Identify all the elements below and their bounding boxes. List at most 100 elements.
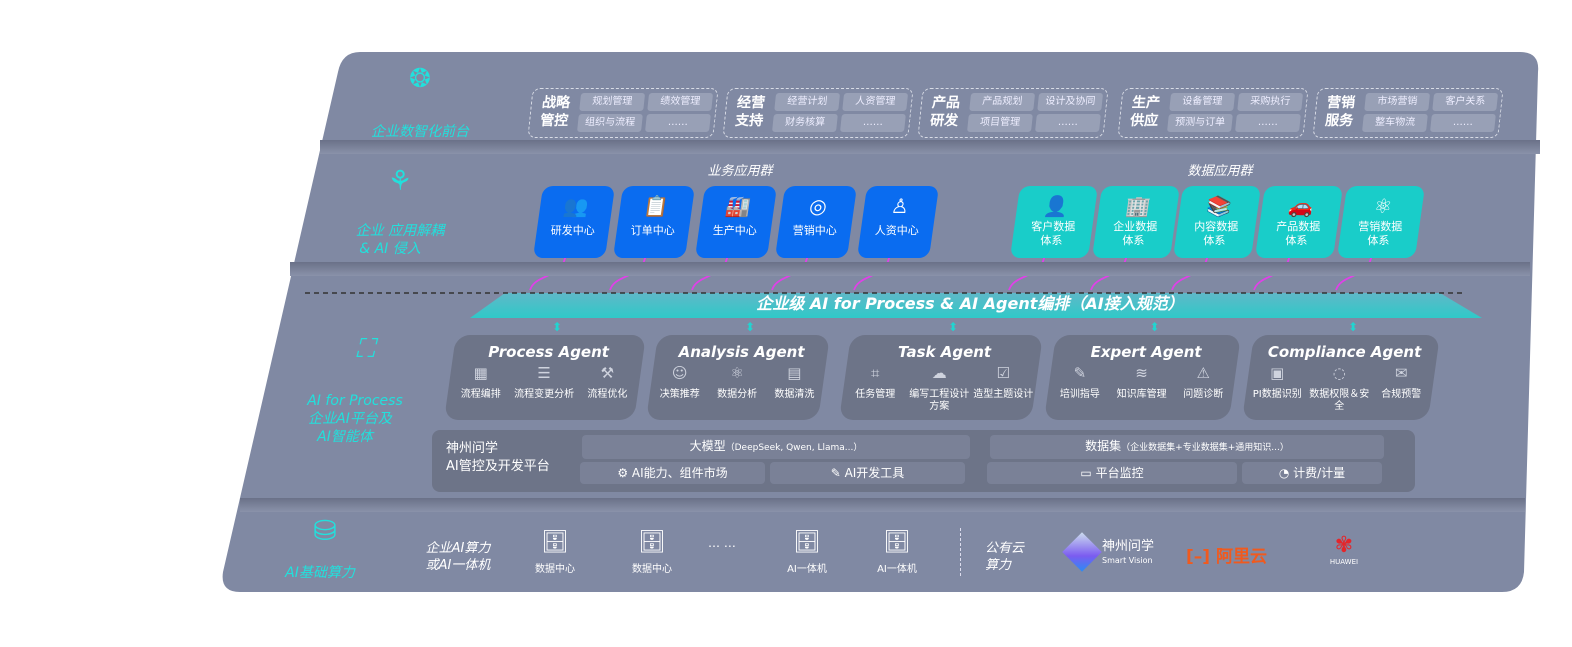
frontend-group: 生产供应 设备管理 采购执行 预测与订单…… — [1117, 88, 1309, 138]
capability-icon: ☁ — [931, 364, 947, 382]
target-icon: ◎ — [807, 194, 829, 218]
agent-capability[interactable]: ▤ 数据清洗 — [766, 364, 823, 401]
frontend-item[interactable]: 产品规划 — [969, 93, 1036, 111]
private-compute-label: 企业AI算力 或AI一体机 — [418, 540, 498, 574]
frontend-item[interactable]: …… — [1035, 114, 1101, 132]
tool-monitor[interactable]: ▭ 平台监控 — [987, 462, 1237, 484]
card-label: 体系 — [1285, 234, 1308, 247]
capability-label: 合规预警 — [1381, 389, 1422, 400]
business-app-card[interactable]: 👥 研发中心 — [532, 186, 616, 258]
agent-capability[interactable]: ☰ 流程变更分析 — [514, 364, 574, 401]
capability-label: 数据权限＆安全 — [1309, 389, 1370, 412]
factory-icon: 🏭 — [724, 194, 753, 218]
user-icon: 👤 — [1042, 194, 1071, 218]
business-app-card[interactable]: ◎ 营销中心 — [774, 186, 858, 258]
card-label: 订单中心 — [630, 224, 675, 237]
frontend-group: 战略管控 规划管理 绩效管理 组织与流程…… — [527, 88, 719, 138]
agent-capability[interactable]: ☺ 决策推荐 — [651, 364, 708, 401]
compute-node: 🗄 AI一体机 — [867, 530, 927, 575]
layer-divider — [290, 262, 1530, 276]
agent-card[interactable]: Process Agent ▦ 流程编排 ☰ 流程变更分析 ⚒ 流程优化 — [444, 335, 646, 420]
data-app-card[interactable]: ⚛ 营销数据 体系 — [1336, 186, 1426, 258]
agent-capability[interactable]: ✉ 合规预警 — [1371, 364, 1431, 413]
data-app-card[interactable]: 📚 内容数据 体系 — [1172, 186, 1262, 258]
business-app-card[interactable]: 🏭 生产中心 — [694, 186, 778, 258]
frontend-item[interactable]: …… — [1430, 114, 1496, 132]
frontend-item[interactable]: 设计及协同 — [1037, 93, 1104, 111]
card-label: 研发中心 — [550, 224, 595, 237]
card-label: 营销数据 — [1358, 220, 1403, 233]
agent-capability[interactable]: ☑ 造型主题设计 — [973, 364, 1033, 413]
frontend-item[interactable]: 组织与流程 — [577, 114, 643, 132]
group-title: 战略管控 — [539, 95, 571, 129]
data-app-card[interactable]: 🏢 企业数据 体系 — [1091, 186, 1181, 258]
data-app-card[interactable]: 🚗 产品数据 体系 — [1254, 186, 1344, 258]
model-note: （DeepSeek, Qwen, Llama...） — [725, 443, 863, 453]
aliyun-logo: [–] 阿里云 — [1186, 542, 1267, 567]
capability-label: 编写工程设计方案 — [909, 389, 970, 412]
agent-capability[interactable]: ≋ 知识库管理 — [1112, 364, 1172, 401]
card-label: 体系 — [1203, 234, 1226, 247]
business-app-card[interactable]: 📋 订单中心 — [612, 186, 696, 258]
tool-label: 平台监控 — [1095, 466, 1144, 480]
layer-label-apps-2: & AI 侵入 — [359, 241, 421, 257]
compute-node: 🗄 AI一体机 — [777, 530, 837, 575]
agent-card[interactable]: Task Agent ⌗ 任务管理 ☁ 编写工程设计方案 ☑ 造型主题设计 — [839, 335, 1043, 420]
frontend-item[interactable]: 规划管理 — [579, 93, 646, 111]
node-label: 数据中心 — [535, 564, 575, 575]
agent-card[interactable]: Expert Agent ✎ 培训指导 ≋ 知识库管理 ⚠ 问题诊断 — [1044, 335, 1241, 420]
tool-dev[interactable]: ✎ AI开发工具 — [770, 462, 965, 484]
tool-market[interactable]: ⚙ AI能力、组件市场 — [580, 462, 765, 484]
agent-card[interactable]: Analysis Agent ☺ 决策推荐 ⚛ 数据分析 ▤ 数据清洗 — [646, 335, 830, 420]
agent-capability[interactable]: ⚛ 数据分析 — [708, 364, 765, 401]
person-icon: ♙ — [889, 194, 911, 218]
frontend-item[interactable]: 财务核算 — [772, 114, 838, 132]
platform-title: 神州问学 AI管控及开发平台 — [446, 440, 550, 476]
capability-icon: ⚠ — [1196, 364, 1210, 382]
frontend-item[interactable]: 绩效管理 — [647, 93, 714, 111]
dataset-note: （企业数据集+专业数据集+通用知识...） — [1121, 443, 1289, 453]
shenzhou-sub: Smart Vision — [1102, 556, 1153, 565]
frontend-item[interactable]: …… — [1235, 114, 1301, 132]
frontend-item[interactable]: 市场营销 — [1364, 93, 1431, 111]
agent-capability[interactable]: ✎ 培训指导 — [1050, 364, 1110, 401]
compute-node: 🗄 数据中心 — [622, 530, 682, 575]
layer-divider — [240, 498, 1525, 512]
server-icon: 🗄 — [638, 530, 666, 555]
users-icon: 👥 — [562, 194, 591, 218]
agent-card[interactable]: Compliance Agent ▣ PI数据识别 ◌ 数据权限＆安全 ✉ 合规预警 — [1242, 335, 1440, 420]
capability-label: PI数据识别 — [1252, 389, 1302, 400]
agent-capability[interactable]: ☁ 编写工程设计方案 — [909, 364, 970, 413]
capability-label: 流程优化 — [587, 389, 628, 400]
frontend-item[interactable]: 项目管理 — [967, 114, 1033, 132]
tool-label: AI能力、组件市场 — [631, 466, 728, 480]
agent-capability[interactable]: ⌗ 任务管理 — [845, 364, 905, 413]
down-arrow-icon: ⬍ — [1347, 320, 1359, 334]
frontend-item[interactable]: 整车物流 — [1362, 114, 1428, 132]
business-app-card[interactable]: ♙ 人资中心 — [856, 186, 940, 258]
capability-label: 任务管理 — [855, 389, 896, 400]
model-label: 大模型 — [689, 439, 726, 453]
divider — [960, 528, 961, 576]
huawei-logo: ✾ HUAWEI — [1322, 534, 1366, 567]
agent-capability[interactable]: ⚠ 问题诊断 — [1173, 364, 1233, 401]
group-title: 营销服务 — [1324, 95, 1356, 129]
agent-capability[interactable]: ▦ 流程编排 — [451, 364, 511, 401]
frontend-item[interactable]: …… — [645, 114, 711, 132]
molecule-icon: ⚘ — [390, 164, 410, 197]
frontend-item[interactable]: 经营计划 — [774, 93, 841, 111]
capability-icon: ✎ — [1073, 364, 1087, 382]
agent-capability[interactable]: ◌ 数据权限＆安全 — [1309, 364, 1370, 413]
frontend-item[interactable]: 客户关系 — [1432, 93, 1499, 111]
car-icon: 🚗 — [1287, 194, 1316, 218]
compute-node: 🗄 数据中心 — [525, 530, 585, 575]
frontend-item[interactable]: 设备管理 — [1169, 93, 1236, 111]
data-app-card[interactable]: 👤 客户数据 体系 — [1009, 186, 1099, 258]
agent-capability[interactable]: ▣ PI数据识别 — [1247, 364, 1307, 413]
agent-capability[interactable]: ⚒ 流程优化 — [577, 364, 637, 401]
frontend-item[interactable]: 采购执行 — [1237, 93, 1304, 111]
frontend-item[interactable]: …… — [840, 114, 906, 132]
tool-billing[interactable]: ◔ 计费/计量 — [1242, 462, 1382, 484]
frontend-item[interactable]: 预测与订单 — [1167, 114, 1233, 132]
frontend-item[interactable]: 人资管理 — [842, 93, 909, 111]
